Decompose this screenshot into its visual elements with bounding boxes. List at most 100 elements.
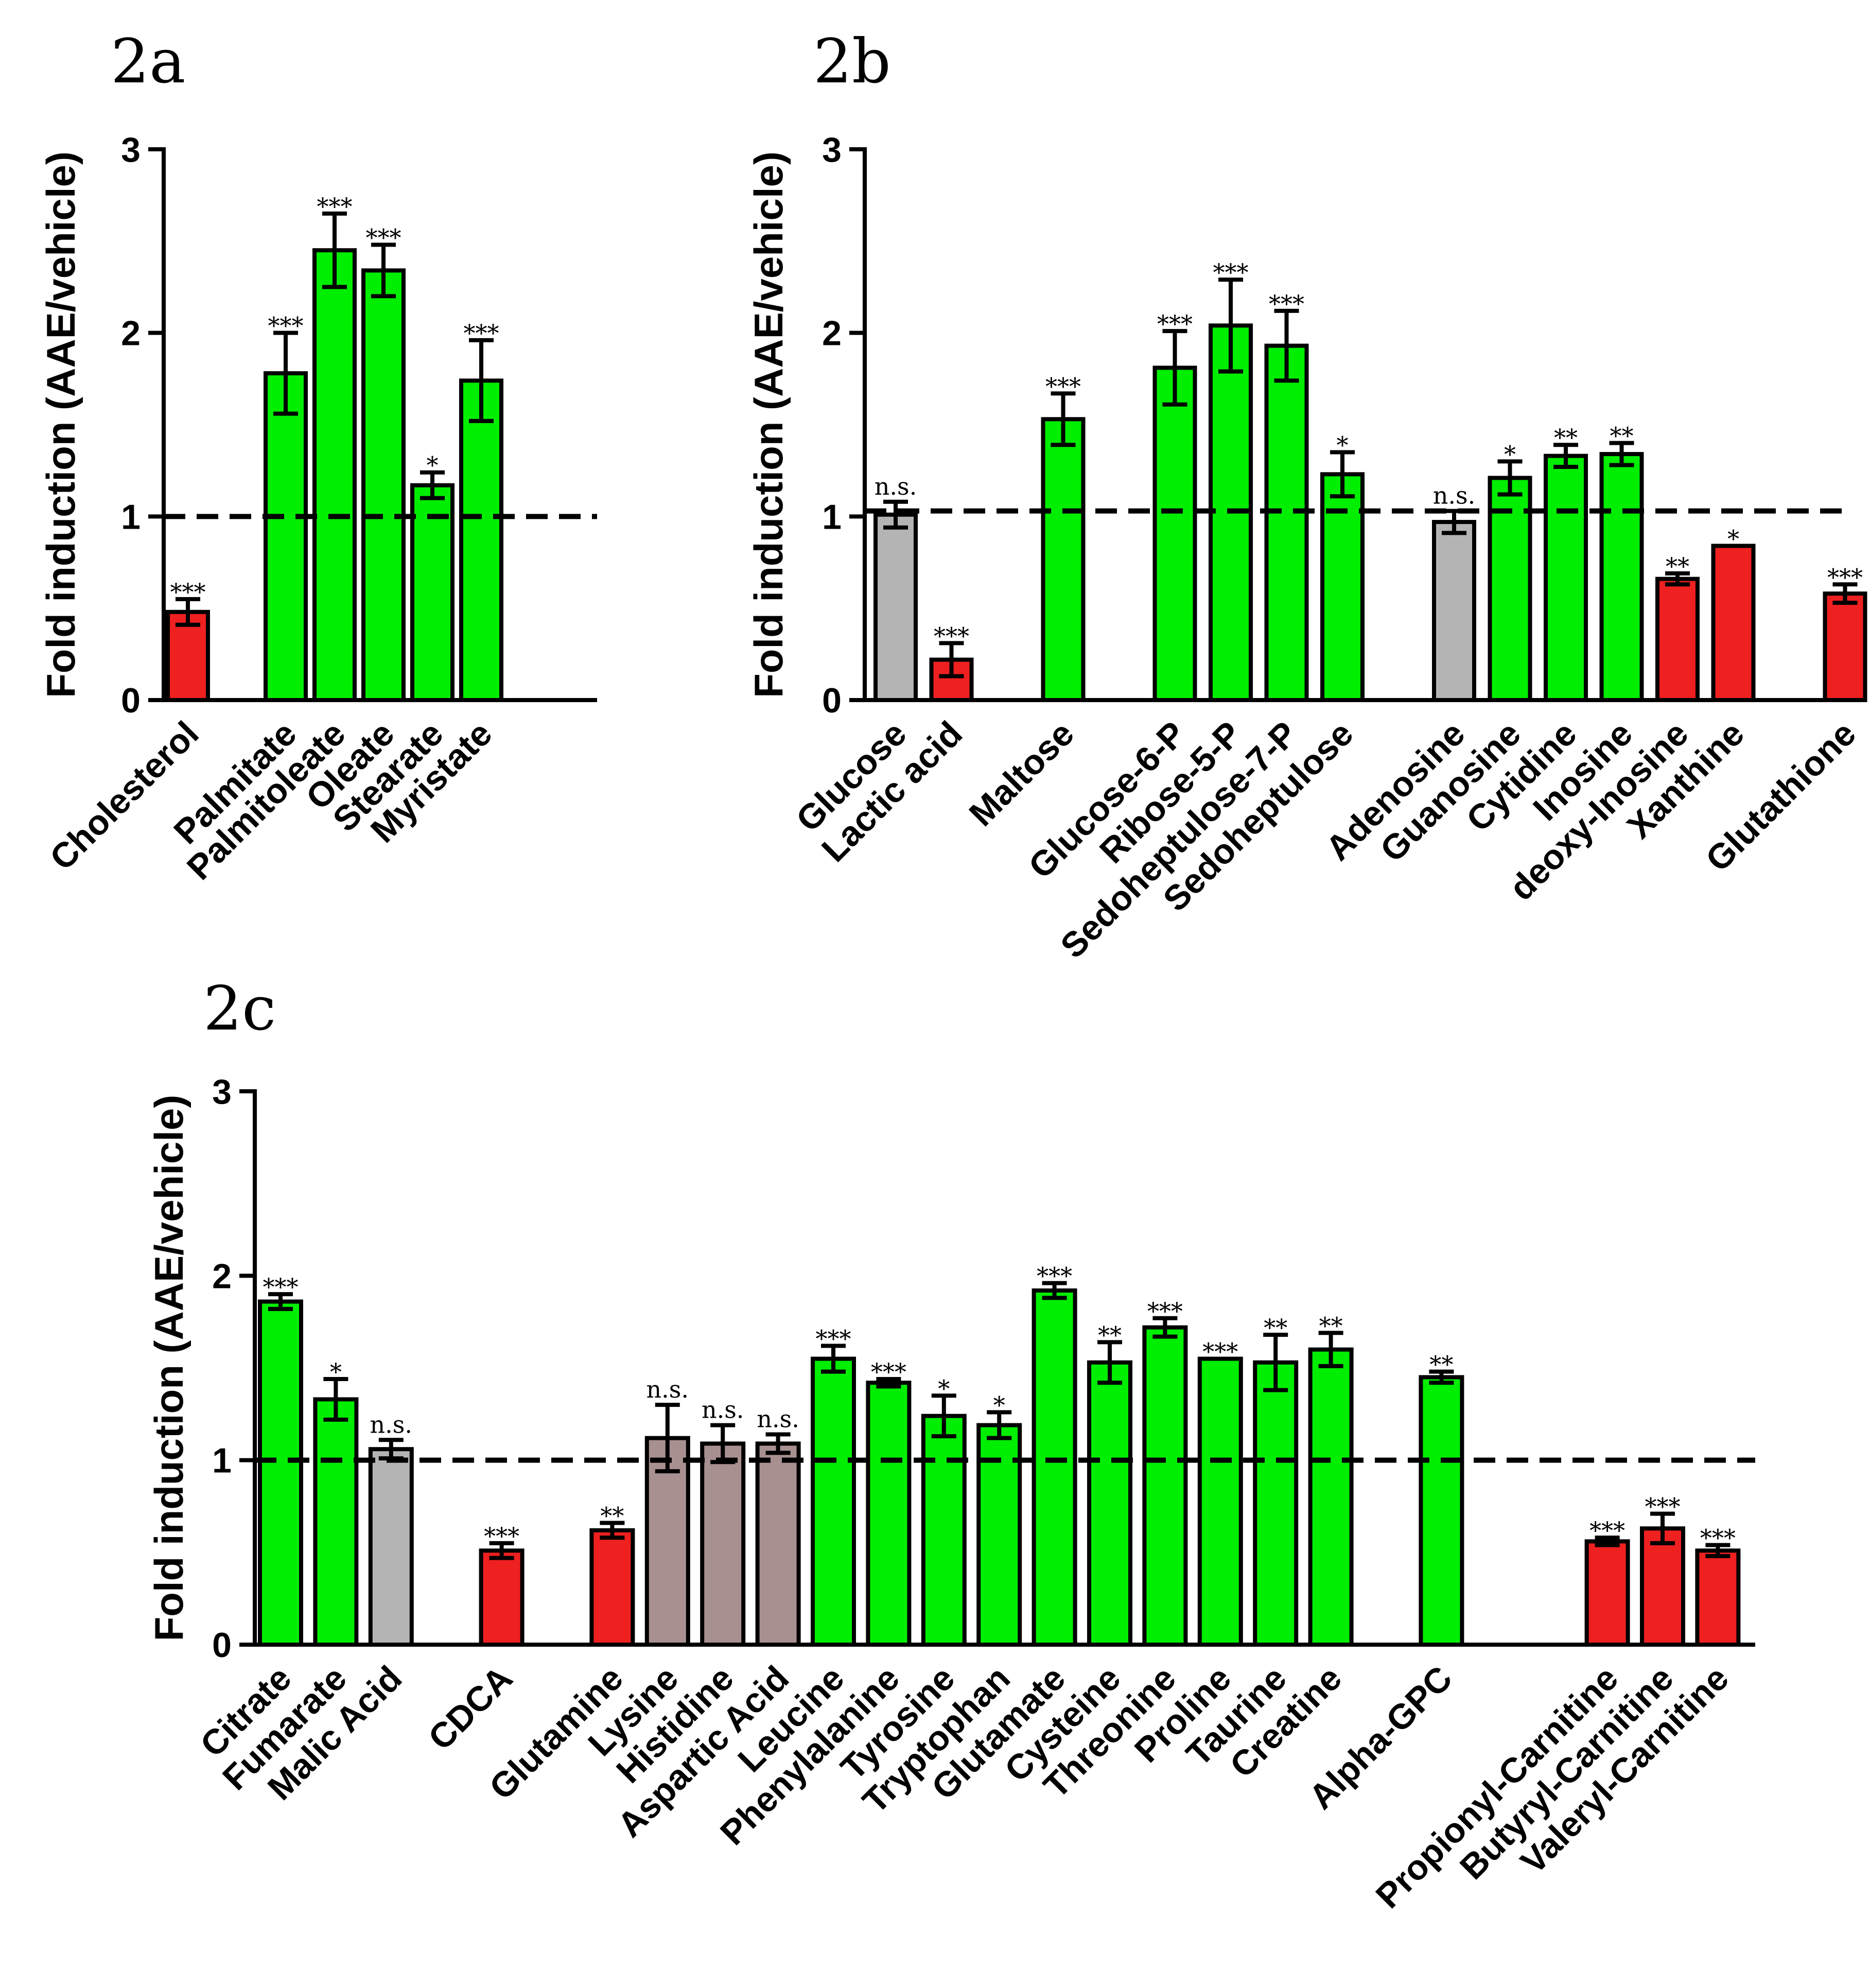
significance-label: **: [1666, 552, 1689, 580]
bar: [1142, 1325, 1188, 1647]
y-tick-label: 3: [121, 130, 141, 169]
significance-label: ***: [816, 1325, 851, 1353]
significance-label: *: [938, 1374, 950, 1402]
significance-label: *: [1727, 525, 1739, 552]
bar: [1599, 452, 1644, 702]
significance-label: ***: [1157, 310, 1193, 338]
significance-label: ***: [1700, 1524, 1736, 1552]
significance-label: **: [1319, 1312, 1343, 1339]
bar: [700, 1441, 746, 1647]
bar: [1695, 1548, 1741, 1647]
significance-label: ***: [1037, 1262, 1072, 1290]
significance-label: n.s.: [370, 1410, 412, 1438]
significance-label: ***: [934, 622, 969, 650]
bar: [459, 378, 503, 702]
panel-label: 2b: [813, 26, 891, 97]
significance-label: n.s.: [646, 1375, 689, 1403]
significance-label: **: [1264, 1314, 1287, 1341]
significance-label: **: [600, 1502, 624, 1530]
significance-label: ***: [1645, 1493, 1681, 1521]
significance-label: **: [1554, 424, 1578, 451]
y-tick-label: 3: [822, 130, 842, 169]
bar: [1544, 454, 1588, 703]
y-tick-label: 2: [121, 314, 141, 353]
bar: [873, 512, 918, 702]
bar: [1152, 365, 1197, 702]
bar: [410, 483, 455, 702]
bar: [479, 1548, 525, 1647]
significance-label: n.s.: [875, 473, 917, 500]
chart-panel-2a: 2a Fold induction (AAE/vehicle) 0 1 2 3 *** Cho…: [38, 26, 597, 887]
significance-label: ***: [268, 312, 304, 340]
bar: [264, 371, 308, 702]
bar: [1823, 591, 1867, 702]
y-tick-label: 0: [212, 1626, 232, 1665]
significance-label: *: [993, 1391, 1005, 1419]
bar: [368, 1447, 414, 1647]
significance-label: ***: [871, 1358, 906, 1386]
significance-label: *: [427, 451, 439, 479]
bar: [1488, 476, 1532, 703]
significance-label: ***: [1827, 563, 1863, 591]
significance-label: *: [1337, 431, 1349, 459]
bar: [1711, 544, 1756, 703]
bar: [1253, 1360, 1299, 1647]
significance-label: ***: [317, 193, 353, 220]
y-axis-label: Fold induction (AAE/vehicle): [146, 1095, 191, 1642]
bar: [1584, 1539, 1630, 1647]
bar: [1032, 1288, 1077, 1647]
category-label: Cholesterol: [42, 714, 206, 878]
significance-label: n.s.: [702, 1396, 744, 1424]
significance-label: ***: [1202, 1338, 1238, 1366]
y-tick-label: 1: [121, 497, 141, 536]
significance-label: ***: [263, 1273, 299, 1301]
y-tick-label: 0: [121, 681, 141, 720]
bar: [589, 1528, 635, 1647]
bar: [1432, 520, 1476, 702]
significance-label: **: [1429, 1351, 1453, 1379]
y-tick-label: 3: [212, 1072, 232, 1111]
significance-label: **: [1098, 1321, 1122, 1349]
bar: [1640, 1526, 1685, 1647]
panel-label: 2a: [111, 26, 185, 97]
bar: [1308, 1347, 1354, 1647]
y-axis-label: Fold induction (AAE/vehicle): [746, 151, 791, 698]
bar: [1320, 472, 1365, 702]
bar: [313, 1397, 359, 1647]
bar: [361, 268, 406, 702]
significance-label: n.s.: [1433, 482, 1475, 510]
y-tick-label: 1: [212, 1441, 232, 1480]
y-tick-label: 2: [212, 1257, 232, 1296]
bar: [755, 1441, 801, 1647]
significance-label: ***: [170, 578, 206, 606]
bar: [1087, 1360, 1132, 1647]
significance-label: ***: [1213, 258, 1249, 286]
significance-label: **: [1610, 422, 1634, 450]
significance-label: ***: [366, 223, 401, 251]
significance-label: *: [330, 1358, 342, 1386]
bar: [1041, 417, 1086, 702]
significance-label: ***: [1269, 290, 1304, 318]
bar: [1419, 1375, 1464, 1647]
panel-label: 2c: [203, 973, 276, 1044]
significance-label: ***: [1045, 372, 1081, 400]
y-tick-label: 0: [822, 681, 842, 720]
significance-label: ***: [464, 319, 499, 347]
significance-label: ***: [1147, 1297, 1183, 1325]
significance-label: n.s.: [757, 1405, 799, 1433]
bar: [258, 1299, 303, 1647]
y-tick-label: 2: [822, 314, 842, 353]
y-tick-label: 1: [822, 497, 842, 536]
bar: [312, 248, 357, 702]
bar: [811, 1356, 856, 1647]
bar: [1264, 343, 1309, 702]
bar: [866, 1381, 912, 1647]
significance-label: ***: [1589, 1516, 1625, 1544]
category-label: CDCA: [421, 1659, 520, 1758]
bar: [921, 1414, 967, 1647]
bar: [1197, 1356, 1243, 1647]
significance-label: *: [1504, 440, 1516, 468]
